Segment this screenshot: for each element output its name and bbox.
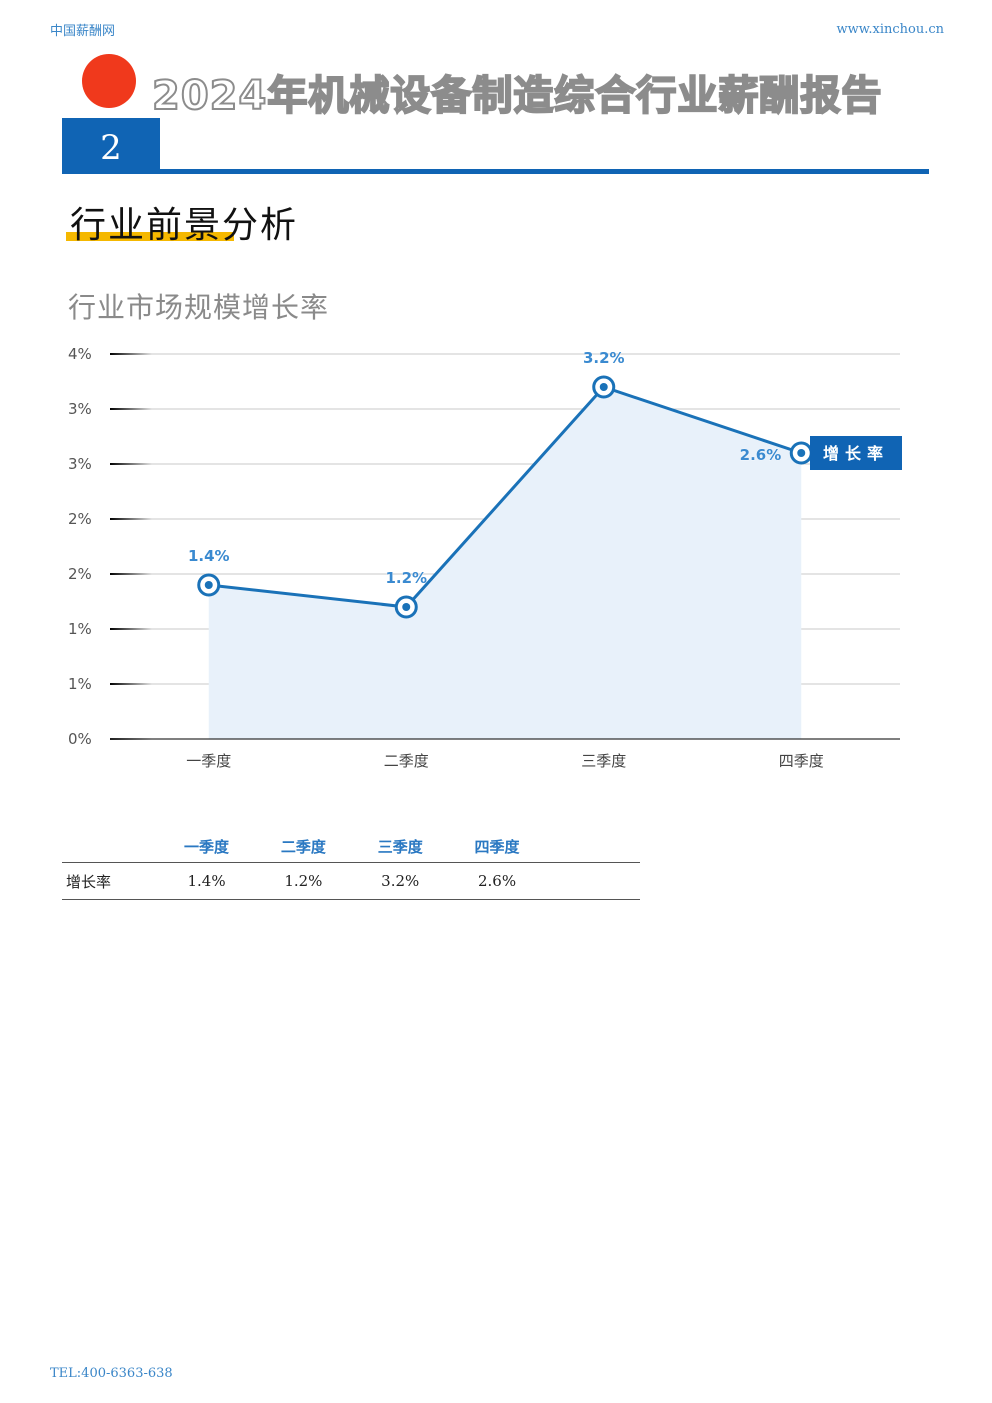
y-tick-label: 3% xyxy=(68,455,92,473)
table-cell-q2: 1.2% xyxy=(254,862,352,900)
y-tick-mark xyxy=(110,353,152,355)
y-tick-label: 0% xyxy=(68,730,92,748)
y-tick-mark xyxy=(110,518,152,520)
data-table: 一季度 二季度 三季度 四季度 增长率 1.4% 1.2% 3.2% 2.6% xyxy=(62,830,640,900)
y-tick-mark xyxy=(110,628,152,630)
table-cell-q4: 2.6% xyxy=(448,862,546,900)
table-cell-empty xyxy=(545,862,640,900)
series-area xyxy=(208,387,802,739)
data-label: 1.4% xyxy=(188,547,230,565)
y-tick-label: 2% xyxy=(68,510,92,528)
y-tick-mark xyxy=(110,573,152,575)
x-tick-label: 四季度 xyxy=(779,752,824,770)
y-tick-label: 1% xyxy=(68,675,92,693)
y-tick-label: 4% xyxy=(68,345,92,363)
legend-label: 增长率 xyxy=(823,444,889,463)
x-tick-label: 三季度 xyxy=(581,752,626,770)
footer-tel: TEL:400-6363-638 xyxy=(50,1366,173,1381)
y-tick-label: 2% xyxy=(68,565,92,583)
brand-name: 中国薪酬网 xyxy=(50,24,116,39)
report-title: 2024年机械设备制造综合行业薪酬报告 xyxy=(152,72,883,120)
report-title-wrap: 2024年机械设备制造综合行业薪酬报告 xyxy=(152,68,928,124)
table-cell-q3: 3.2% xyxy=(351,862,449,900)
table-header-q1: 一季度 xyxy=(158,830,255,863)
data-point-center xyxy=(599,383,608,391)
table-row-label: 增长率 xyxy=(62,862,159,900)
site-url[interactable]: www.xinchou.cn xyxy=(836,22,944,37)
table-header-q2: 二季度 xyxy=(254,830,352,863)
table-header-row: 一季度 二季度 三季度 四季度 xyxy=(62,830,640,863)
data-label: 3.2% xyxy=(583,349,625,367)
section-number-box: 2 xyxy=(62,118,160,174)
data-point-center xyxy=(797,449,806,457)
data-point-center xyxy=(204,581,213,589)
header-rule xyxy=(62,169,929,174)
section-number: 2 xyxy=(100,128,122,168)
data-label: 2.6% xyxy=(740,446,782,464)
table-header-empty xyxy=(545,830,640,863)
x-tick-label: 二季度 xyxy=(384,752,429,770)
table-corner xyxy=(62,830,159,863)
section-title: 行业前景分析 xyxy=(70,205,299,246)
table-row: 增长率 1.4% 1.2% 3.2% 2.6% xyxy=(62,862,640,900)
y-tick-label: 3% xyxy=(68,400,92,418)
legend-box xyxy=(810,436,902,470)
chart-title: 行业市场规模增长率 xyxy=(68,291,330,324)
growth-rate-chart: 1.4% 1.2% 3.2% 2.6% 0% 1% 1% 2% 2% 3% 3% 4% 一季度 二季度 三… xyxy=(68,345,902,770)
y-tick-mark xyxy=(110,408,152,410)
series-line xyxy=(208,385,802,609)
section-title-highlight xyxy=(66,232,234,241)
y-tick-label: 1% xyxy=(68,620,92,638)
red-circle-decoration xyxy=(82,54,136,108)
table-cell-q1: 1.4% xyxy=(158,862,255,900)
table-header-q3: 三季度 xyxy=(351,830,449,863)
data-point-center xyxy=(402,603,411,611)
data-label: 1.2% xyxy=(385,569,427,587)
y-tick-mark xyxy=(110,683,152,685)
table-header-q4: 四季度 xyxy=(448,830,546,863)
y-tick-mark xyxy=(110,463,152,465)
x-tick-label: 一季度 xyxy=(186,752,231,770)
